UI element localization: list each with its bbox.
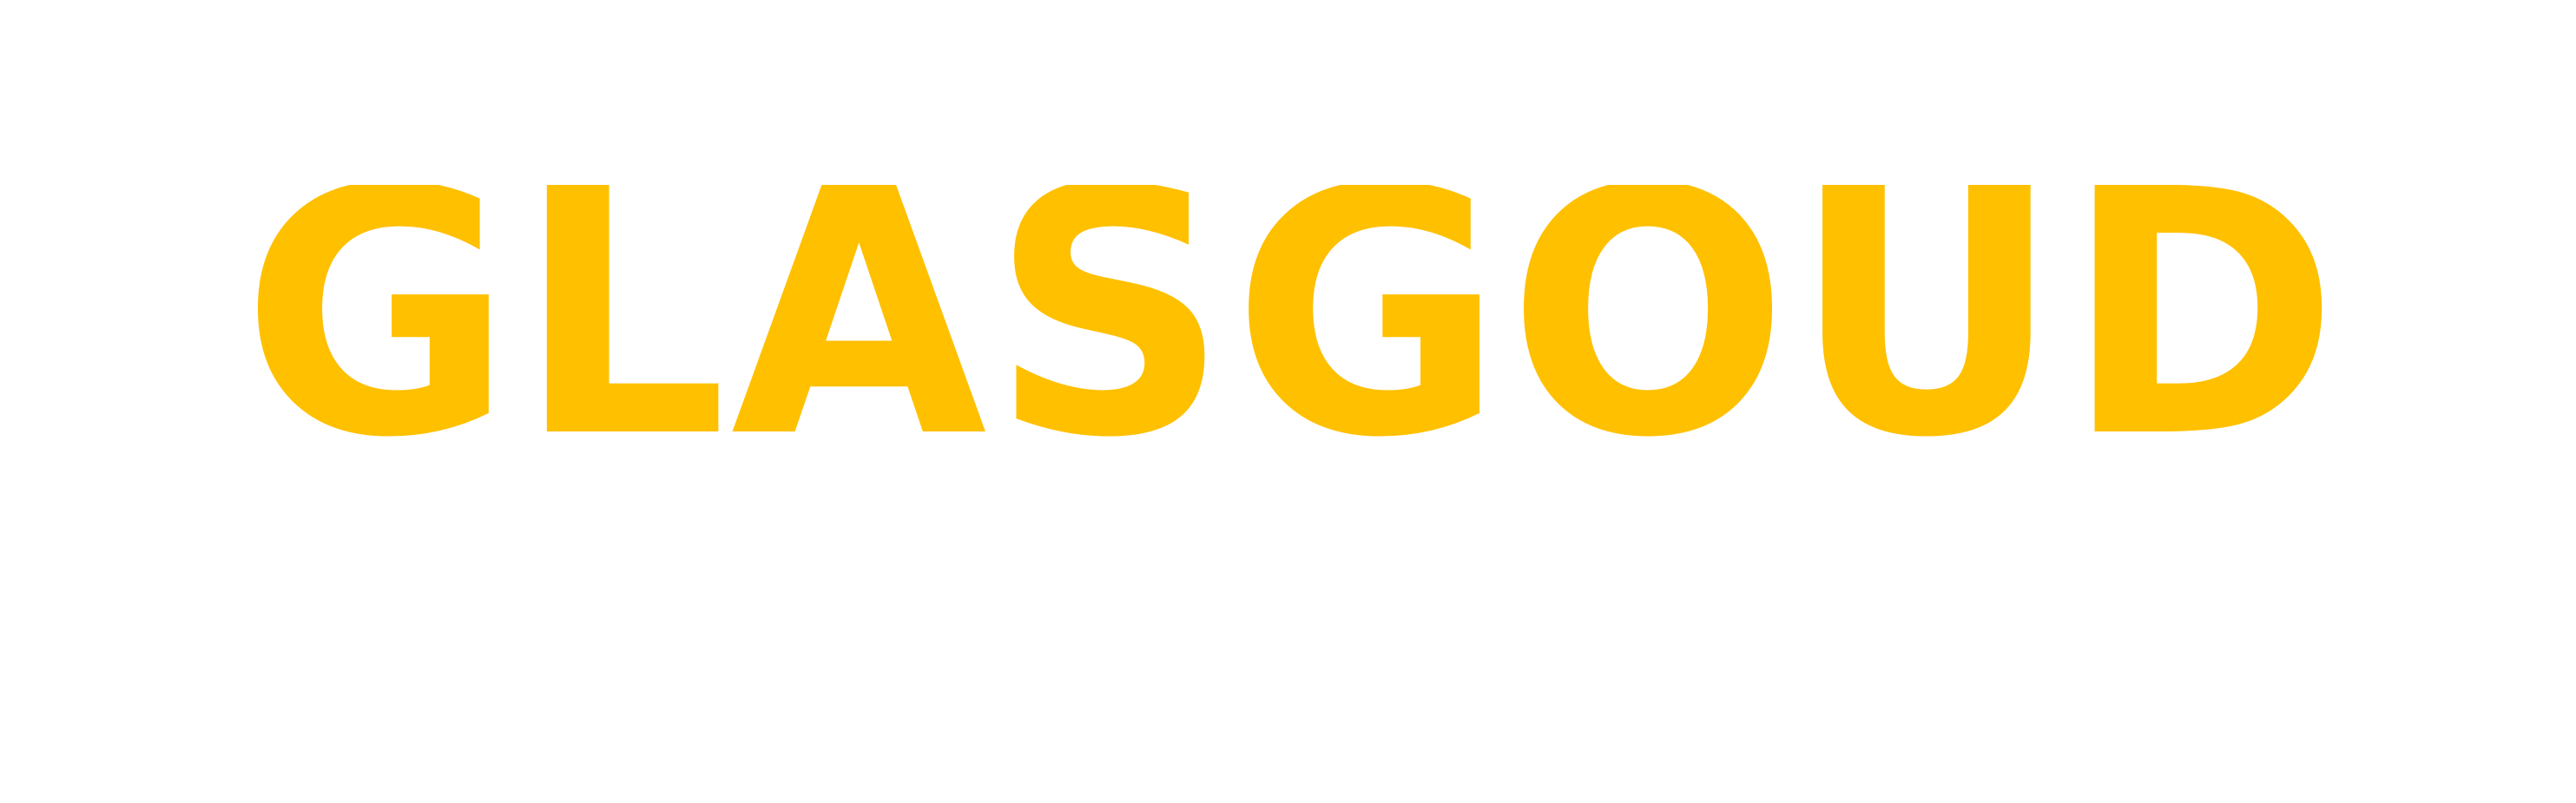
wordmark-text: GLASGOUD	[241, 185, 2342, 471]
wordmark-graphic: GLASGOUD	[241, 185, 2342, 471]
brand-wordmark: GLASGOUD	[241, 185, 2342, 471]
